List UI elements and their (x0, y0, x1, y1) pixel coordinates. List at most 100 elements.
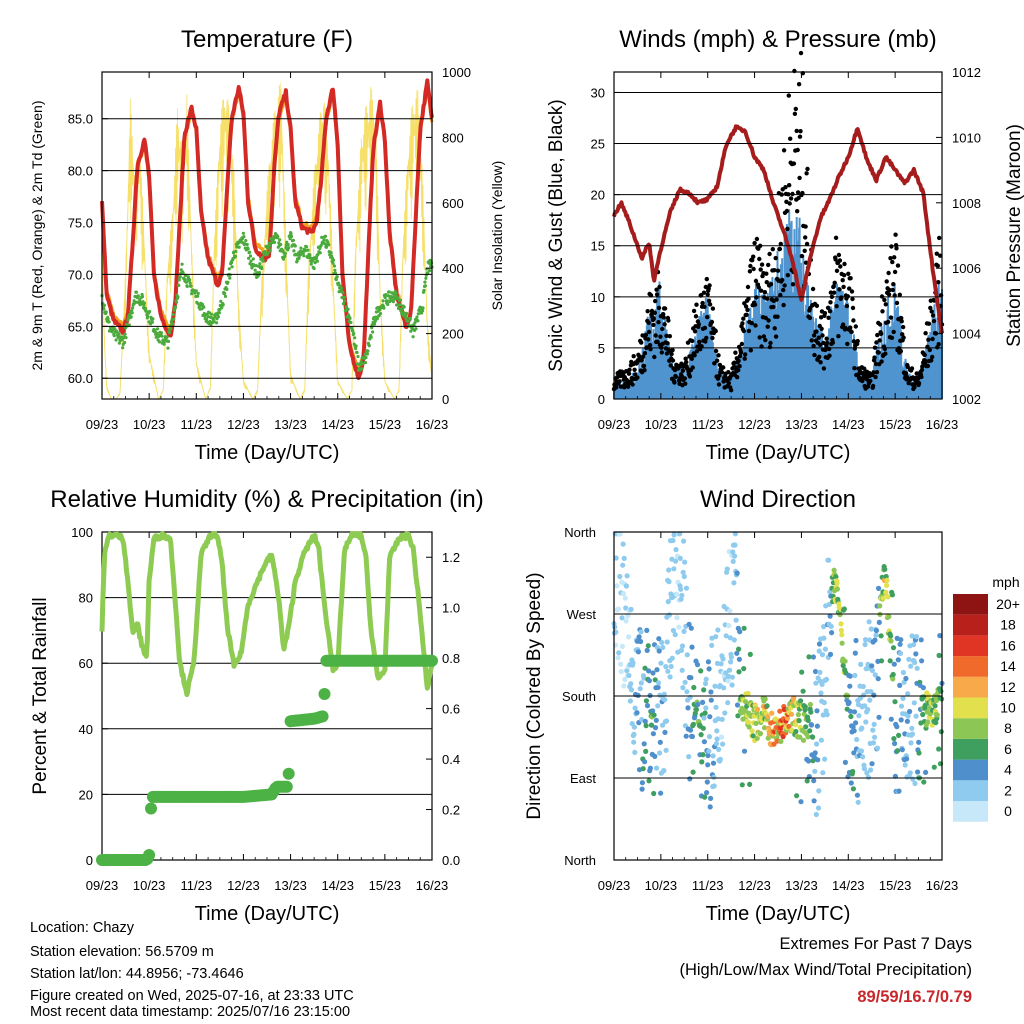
y-axis-label: Sonic Wind & Gust (Blue, Black) (546, 99, 567, 371)
y-tick-label: 60.0 (68, 371, 93, 386)
wind-direction-point (648, 722, 655, 728)
wind-direction-point (620, 562, 626, 568)
wind-direction-point (671, 566, 677, 572)
wind-direction-point (936, 746, 942, 752)
wind-direction-point (865, 706, 871, 713)
x-tick-label: 11/23 (692, 417, 724, 432)
gust-point (848, 325, 853, 330)
wind-direction-point (847, 708, 854, 714)
wind-direction-point (630, 660, 636, 666)
dewpoint-point (142, 303, 146, 308)
wind-direction-point (627, 698, 634, 704)
legend-label: 16 (1000, 637, 1016, 653)
wind-direction-point (937, 633, 943, 639)
wind-direction-point (708, 689, 714, 695)
gust-point (758, 267, 763, 272)
gust-point (845, 294, 850, 299)
dewpoint-point (171, 322, 175, 326)
wind-direction-point (643, 723, 649, 729)
wind-direction-point (821, 624, 827, 630)
gust-point (931, 318, 937, 324)
dewpoint-point (169, 327, 173, 331)
precipitation-point (426, 654, 438, 667)
gust-point (754, 236, 760, 242)
wind-direction-point (913, 651, 919, 657)
wind-direction-point (886, 614, 892, 620)
gust-point (846, 271, 851, 276)
gust-point (631, 354, 636, 359)
wind-direction-point (869, 761, 875, 767)
gust-point (935, 263, 940, 268)
gust-point (790, 191, 795, 197)
gust-point (721, 365, 726, 370)
dewpoint-point (134, 290, 138, 294)
y2-tick-label: 1004 (952, 327, 981, 342)
wind-direction-point (632, 749, 638, 756)
wind-direction-point (651, 712, 657, 718)
x-axis-label: Time (Day/UTC) (195, 903, 340, 925)
dewpoint-point (123, 332, 127, 336)
gust-point (745, 284, 751, 290)
gust-point (719, 369, 724, 375)
dewpoint-point (421, 306, 425, 310)
wind-direction-point (851, 709, 858, 715)
dewpoint-point (423, 284, 427, 288)
gust-point (740, 321, 745, 326)
wind-direction-point (814, 708, 820, 714)
wind-direction-point (884, 577, 890, 584)
gust-point (656, 305, 662, 311)
wind-direction-point (620, 541, 626, 547)
wind-direction-point (715, 627, 721, 633)
wind-direction-point (700, 752, 706, 758)
gust-point (753, 278, 759, 284)
wind-direction-point (897, 650, 904, 657)
dewpoint-point (180, 262, 184, 266)
wind-direction-point (691, 684, 697, 691)
gust-point (797, 134, 803, 139)
gust-point (702, 304, 707, 309)
x-tick-label: 09/23 (86, 878, 119, 893)
gust-point (930, 313, 936, 318)
wind-direction-point (640, 766, 646, 772)
wind-direction-point (842, 759, 849, 766)
location-text: Location: Chazy (30, 920, 134, 936)
dewpoint-point (312, 266, 316, 271)
gust-point (697, 339, 702, 345)
wind-direction-point (827, 613, 833, 619)
y-tick-label: 25 (591, 137, 605, 152)
gust-point (877, 322, 883, 327)
gust-point (818, 315, 824, 320)
wind-direction-point (850, 768, 856, 775)
gust-point (894, 246, 899, 251)
dewpoint-point (305, 245, 309, 249)
x-tick-label: 16/23 (926, 417, 959, 432)
wind-direction-point (904, 756, 910, 762)
wind-direction-point (749, 728, 755, 734)
wind-direction-point (821, 635, 827, 641)
gust-point (617, 379, 622, 384)
gust-point (791, 161, 797, 166)
dewpoint-point (260, 255, 264, 260)
wind-direction-point (656, 648, 662, 654)
gust-point (827, 309, 833, 314)
gust-point (862, 366, 867, 371)
wind-direction-point (713, 704, 719, 710)
wind-direction-point (619, 615, 625, 621)
gust-point (928, 305, 933, 311)
dewpoint-point (316, 252, 320, 257)
wind-direction-point (687, 694, 693, 700)
wind-direction-point (796, 718, 802, 724)
wind-direction-point (829, 630, 835, 636)
wind-direction-point (703, 705, 709, 711)
wind-direction-point (812, 668, 819, 675)
wind-direction-point (708, 697, 714, 703)
temperature-panel: Temperature (F) Time (Day/UTC) 09/23 10/23 1… (29, 26, 505, 464)
legend-label: 14 (1000, 658, 1016, 674)
y2-tick-label: 1002 (952, 392, 981, 407)
y2-tick-label: 1006 (952, 261, 981, 276)
gust-point (670, 347, 675, 353)
wind-direction-point (727, 635, 733, 641)
wind-direction-point (900, 695, 906, 702)
dewpoint-point (178, 275, 182, 279)
wind-direction-point (895, 657, 901, 663)
